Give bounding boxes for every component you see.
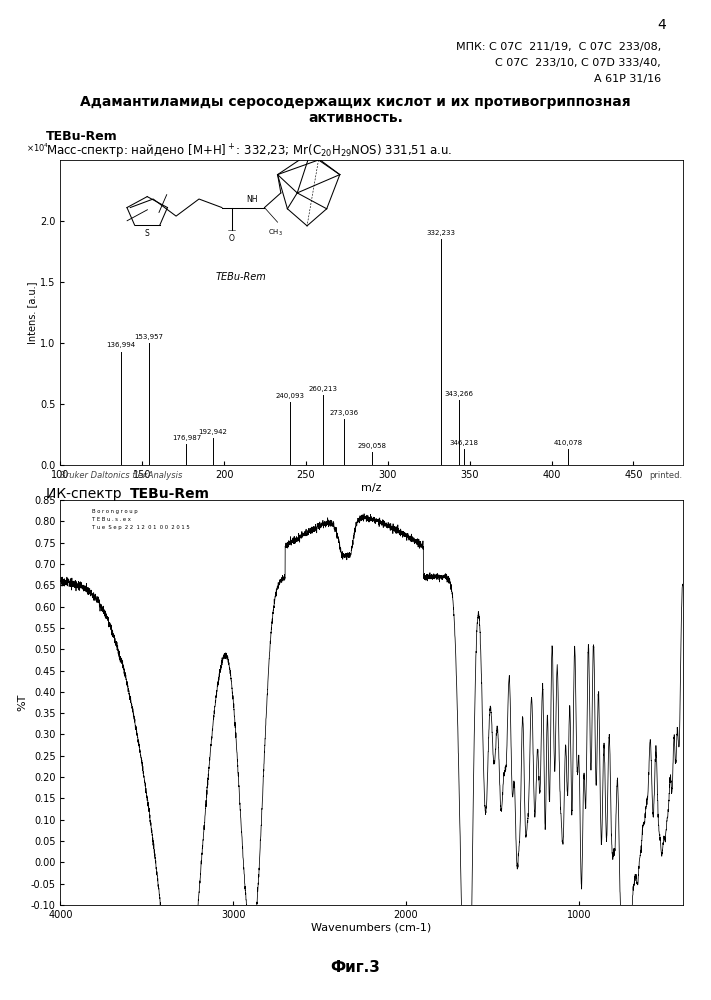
Text: T E B u . s . e x: T E B u . s . e x: [92, 517, 130, 522]
Text: TEBu-Rem: TEBu-Rem: [130, 487, 210, 501]
Y-axis label: Intens. [a.u.]: Intens. [a.u.]: [28, 281, 38, 344]
Text: МПК: С 07С  211/19,  С 07С  233/08,: МПК: С 07С 211/19, С 07С 233/08,: [456, 42, 661, 52]
Text: 290,058: 290,058: [357, 443, 386, 449]
Text: 343,266: 343,266: [444, 391, 474, 397]
Text: T u e  S e p  2 2  1 2  0 1  0 0  2 0 1 5: T u e S e p 2 2 1 2 0 1 0 0 2 0 1 5: [92, 525, 189, 530]
Text: активность.: активность.: [308, 111, 403, 125]
Text: 240,093: 240,093: [275, 393, 304, 399]
Text: С 07С  233/10, С 07D 333/40,: С 07С 233/10, С 07D 333/40,: [496, 58, 661, 68]
Text: S: S: [145, 229, 149, 238]
Text: 153,957: 153,957: [134, 334, 164, 340]
Text: TEBu-Rem: TEBu-Rem: [215, 272, 266, 282]
Text: $\times$10$^4$: $\times$10$^4$: [26, 141, 49, 154]
Text: 136,994: 136,994: [107, 342, 136, 348]
X-axis label: m/z: m/z: [361, 483, 382, 493]
Text: 346,218: 346,218: [449, 440, 478, 446]
Text: Фиг.3: Фиг.3: [331, 960, 380, 975]
Text: 332,233: 332,233: [426, 230, 455, 236]
Text: ИК-спектр: ИК-спектр: [46, 487, 127, 501]
Text: printed.: printed.: [649, 471, 683, 480]
Text: B o r o n g r o u p: B o r o n g r o u p: [92, 509, 137, 514]
X-axis label: Wavenumbers (cm-1): Wavenumbers (cm-1): [311, 923, 432, 933]
Text: 260,213: 260,213: [309, 386, 337, 392]
Text: А 61Р 31/16: А 61Р 31/16: [594, 74, 661, 84]
Text: CH$_3$: CH$_3$: [269, 228, 284, 238]
Text: Адамантиламиды серосодержащих кислот и их противогриппозная: Адамантиламиды серосодержащих кислот и и…: [80, 95, 631, 109]
Y-axis label: %T: %T: [18, 694, 28, 711]
Text: 176,987: 176,987: [172, 435, 201, 441]
Text: Bruker Daltonics flexAnalysis: Bruker Daltonics flexAnalysis: [60, 471, 183, 480]
Text: 410,078: 410,078: [554, 440, 582, 446]
Text: O: O: [229, 234, 235, 243]
Text: 4: 4: [657, 18, 665, 32]
Text: TEBu-Rem: TEBu-Rem: [46, 130, 118, 143]
Text: 273,036: 273,036: [329, 410, 358, 416]
Text: 192,942: 192,942: [198, 429, 227, 435]
Text: NH: NH: [247, 195, 258, 204]
Text: Масс-спектр: найдено [M+H]$^+$: 332,23; Mr(C$_{20}$H$_{29}$NOS) 331,51 a.u.: Масс-спектр: найдено [M+H]$^+$: 332,23; …: [46, 143, 453, 161]
